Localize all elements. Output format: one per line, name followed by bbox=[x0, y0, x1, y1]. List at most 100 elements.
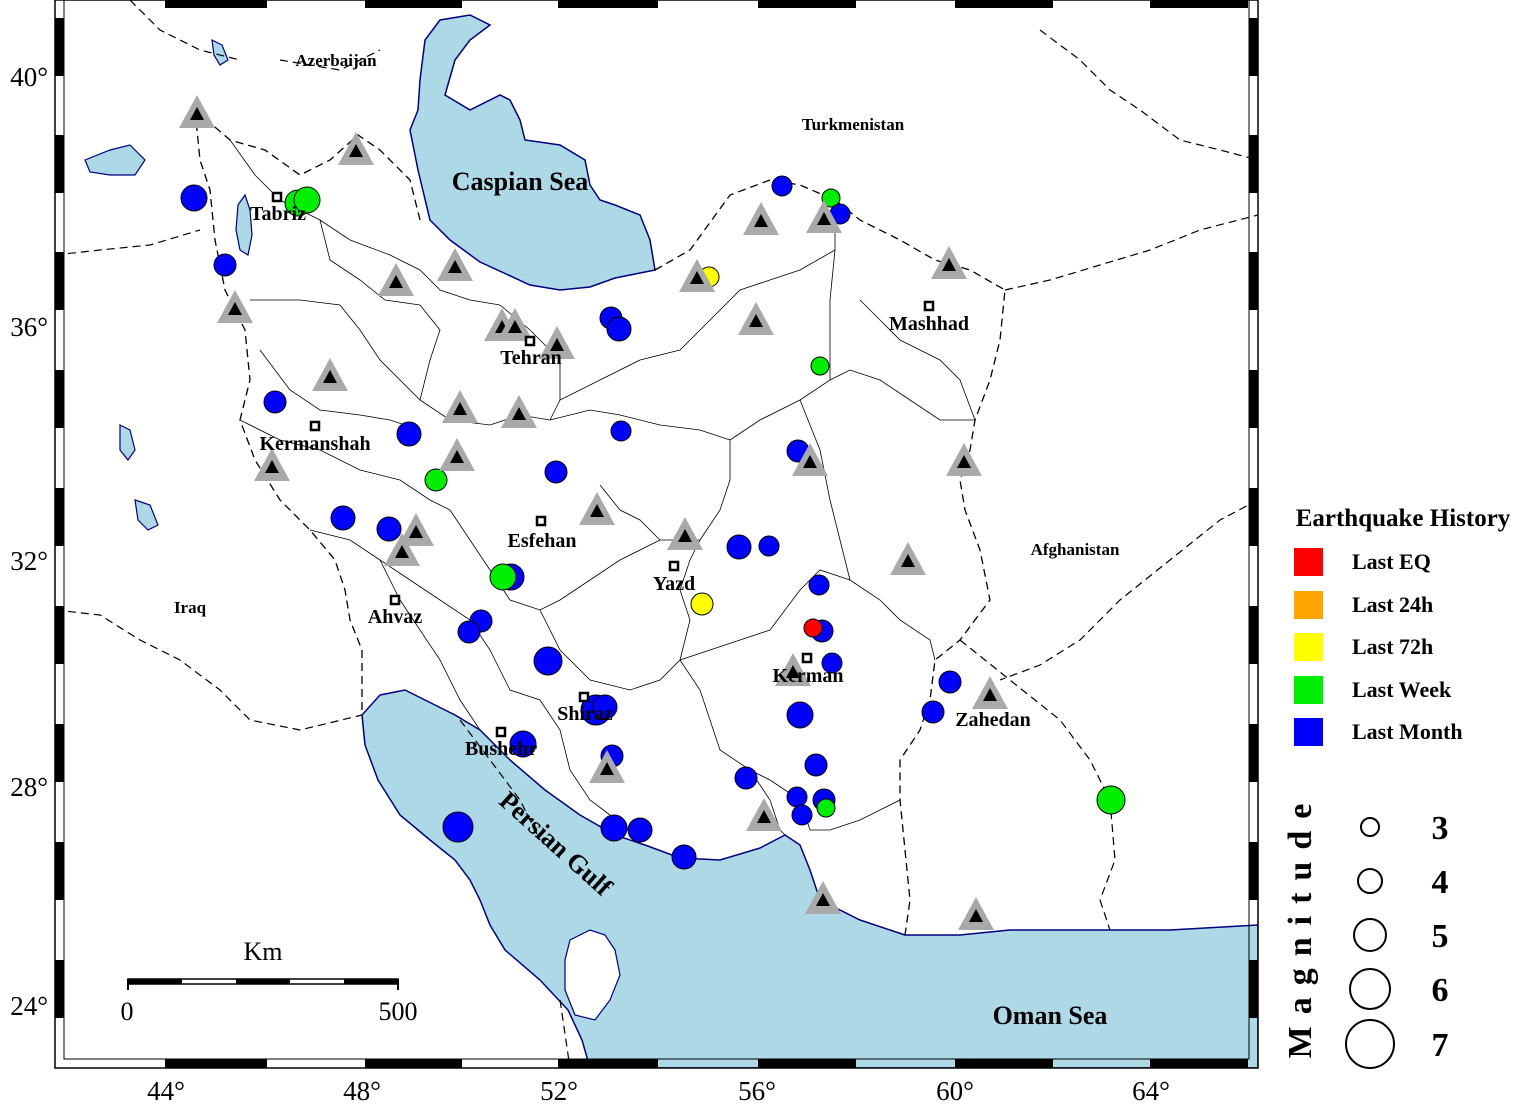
city-label-yazd: Yazd bbox=[653, 573, 695, 595]
station-marker-core bbox=[448, 260, 462, 273]
legend-title: Earthquake History bbox=[1296, 505, 1511, 532]
station-marker-core bbox=[453, 402, 467, 415]
city-label-kerman: Kerman bbox=[772, 665, 843, 687]
city-label-esfehan: Esfehan bbox=[508, 530, 577, 552]
eq-event bbox=[821, 652, 843, 674]
city-marker-tehran bbox=[524, 335, 536, 347]
station-marker-core bbox=[550, 338, 564, 351]
city-label-mashhad: Mashhad bbox=[889, 313, 969, 335]
legend-label: Last Week bbox=[1352, 677, 1452, 702]
neighbor-borders bbox=[55, 0, 1258, 1068]
legend-item-last-eq: Last EQ bbox=[1294, 548, 1431, 576]
station-marker-core bbox=[757, 810, 771, 823]
iran-border bbox=[194, 109, 1006, 936]
station-marker-core bbox=[395, 545, 409, 558]
station-marker-core bbox=[803, 455, 817, 468]
caspian-sea bbox=[409, 14, 656, 291]
scale-end: 500 bbox=[379, 997, 418, 1026]
eq-event bbox=[330, 505, 356, 531]
country-afghanistan: Afghanistan bbox=[1031, 540, 1120, 559]
lon-tick-56: 56° bbox=[738, 1076, 776, 1106]
eq-event bbox=[671, 844, 697, 870]
city-label-tabriz: Tabriz bbox=[250, 203, 306, 225]
eq-event bbox=[808, 574, 830, 596]
station-marker-core bbox=[600, 762, 614, 775]
city-labels: Tabriz Tehran Mashhad Kermanshah Esfehan… bbox=[250, 203, 1031, 760]
city-label-kermanshah: Kermanshah bbox=[259, 433, 370, 455]
map-area bbox=[55, 0, 1258, 1068]
eq-event bbox=[786, 701, 814, 729]
station-marker-core bbox=[983, 688, 997, 701]
city-label-bushehr: Bushehr bbox=[465, 738, 537, 760]
eq-event bbox=[544, 460, 568, 484]
city-marker-esfehan bbox=[535, 515, 547, 527]
station-marker-core bbox=[508, 320, 522, 333]
magnitude-4: 4 bbox=[1432, 864, 1449, 901]
lake-urmia bbox=[235, 193, 253, 256]
station-marker-core bbox=[969, 909, 983, 922]
eq-event bbox=[804, 753, 828, 777]
scale-unit: Km bbox=[244, 937, 283, 966]
country-iraq: Iraq bbox=[174, 598, 207, 617]
eq-event bbox=[938, 670, 962, 694]
oman-sea-label: Oman Sea bbox=[993, 1001, 1108, 1030]
station-marker-core bbox=[786, 665, 800, 678]
city-markers bbox=[271, 191, 935, 738]
lake-sevan bbox=[211, 38, 229, 66]
magnitude-legend: Magnitude 3 4 5 6 7 bbox=[1282, 792, 1449, 1069]
scale-start: 0 bbox=[121, 997, 134, 1026]
station-marker-core bbox=[901, 554, 915, 567]
eq-event bbox=[457, 620, 481, 644]
eq-event bbox=[758, 535, 780, 557]
iran-west-border bbox=[194, 109, 363, 715]
legend-label: Last EQ bbox=[1352, 549, 1431, 574]
legend-label: Last Month bbox=[1352, 719, 1463, 744]
country-turkmenistan: Turkmenistan bbox=[802, 115, 905, 134]
legend-item-last-week: Last Week bbox=[1294, 676, 1452, 704]
eq-event bbox=[442, 811, 474, 843]
city-marker-shiraz bbox=[578, 691, 590, 703]
lon-tick-labels: 44° 48° 52° 56° 60° 64° bbox=[147, 1076, 1170, 1106]
eq-event bbox=[213, 253, 237, 277]
persian-gulf-inlet bbox=[564, 929, 621, 1021]
lon-tick-44: 44° bbox=[147, 1076, 185, 1106]
eq-event bbox=[803, 618, 823, 638]
lake-van bbox=[84, 144, 146, 176]
lat-tick-36: 36° bbox=[10, 312, 48, 342]
city-marker-mashhad bbox=[923, 300, 935, 312]
station-marker-core bbox=[816, 893, 830, 906]
legend-label: Last 24h bbox=[1352, 592, 1433, 617]
city-marker-yazd bbox=[668, 560, 680, 572]
station-marker-core bbox=[228, 302, 242, 315]
city-label-tehran: Tehran bbox=[500, 347, 562, 369]
eq-event bbox=[376, 516, 402, 542]
eq-event bbox=[816, 798, 836, 818]
magnitude-6: 6 bbox=[1432, 972, 1449, 1009]
country-labels: Azerbaijan Turkmenistan Afghanistan Iraq bbox=[174, 51, 1120, 617]
eq-event bbox=[263, 390, 287, 414]
eq-event bbox=[180, 184, 208, 212]
eq-event bbox=[726, 534, 752, 560]
eq-event bbox=[610, 420, 632, 442]
station-marker-core bbox=[450, 450, 464, 463]
legend-item-last-72h: Last 72h bbox=[1294, 633, 1433, 661]
station-marker-core bbox=[389, 275, 403, 288]
station-marker-core bbox=[754, 214, 768, 227]
station-marker-core bbox=[349, 144, 363, 157]
city-marker-ahvaz bbox=[389, 594, 401, 606]
magnitude-title: Magnitude bbox=[1282, 792, 1319, 1059]
lat-tick-32: 32° bbox=[10, 546, 48, 576]
lat-tick-28: 28° bbox=[10, 772, 48, 802]
lon-tick-52: 52° bbox=[540, 1076, 578, 1106]
frame bbox=[54, 0, 1259, 1069]
eq-event bbox=[509, 730, 537, 758]
eq-event bbox=[810, 356, 830, 376]
eq-event bbox=[489, 563, 517, 591]
station-marker-core bbox=[749, 314, 763, 327]
seismic-stations bbox=[179, 95, 1008, 930]
city-label-shiraz: Shiraz bbox=[557, 703, 613, 725]
station-marker-core bbox=[690, 271, 704, 284]
magnitude-7: 7 bbox=[1432, 1027, 1449, 1064]
station-marker-core bbox=[957, 455, 971, 468]
